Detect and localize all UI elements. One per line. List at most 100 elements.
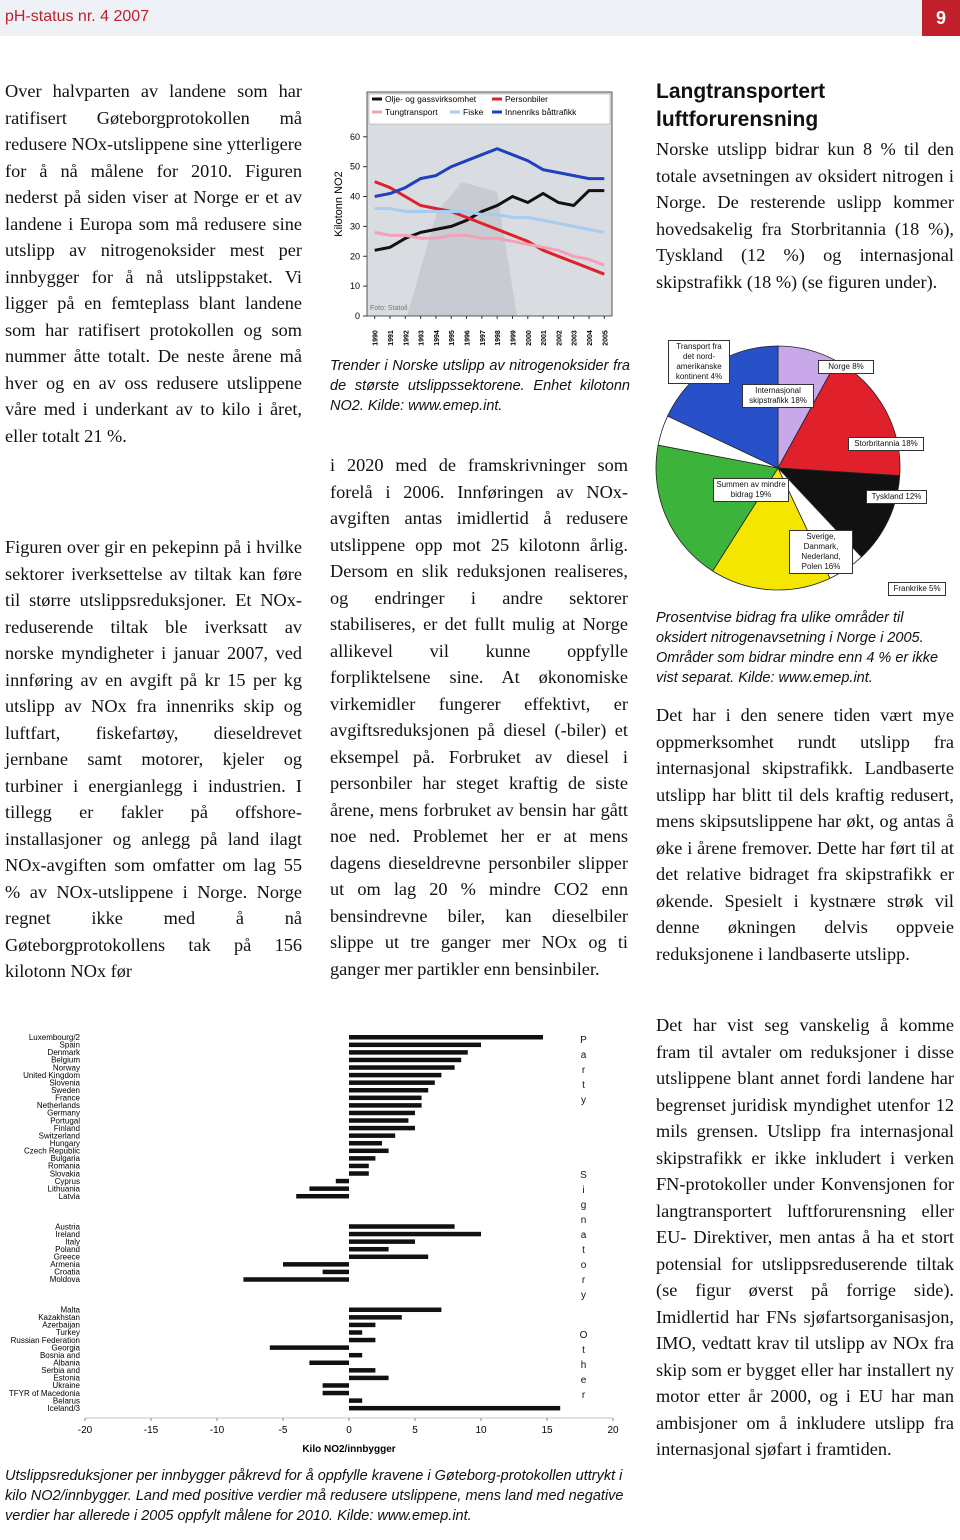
paragraph: Det har i den senere tiden vært mye oppm…: [656, 705, 954, 964]
bar: [349, 1080, 435, 1085]
caption: Trender i Norske utslipp av nitrogenoksi…: [330, 358, 630, 414]
bar: [349, 1322, 376, 1328]
bar: [349, 1125, 415, 1131]
category-label: Croatia: [54, 1268, 80, 1277]
bar: [322, 1383, 349, 1388]
category-label: Turkey: [56, 1328, 80, 1337]
y-tick-label: 40: [350, 192, 360, 202]
x-tick-label: 2003: [572, 330, 579, 346]
category-label: Moldova: [50, 1275, 81, 1284]
bar: [349, 1246, 389, 1252]
category-label: Luxembourg/2: [29, 1033, 81, 1042]
group-label: Signatory: [578, 1170, 589, 1305]
paragraph: Over halvparten av landene som har ratif…: [5, 81, 302, 446]
bar: [349, 1163, 369, 1169]
pie-label: Frankrike 5%: [888, 582, 946, 596]
bar: [283, 1262, 349, 1267]
category-label: Russian Federation: [11, 1336, 80, 1345]
header-band: [0, 0, 960, 36]
bar: [349, 1118, 409, 1123]
category-label: Georgia: [52, 1343, 81, 1352]
category-label: Malta: [60, 1306, 80, 1315]
bar: [349, 1050, 468, 1055]
caption: Utslippsreduksjoner per innbygger påkrev…: [5, 1468, 624, 1524]
bar: [243, 1277, 349, 1282]
y-tick-label: 20: [350, 251, 360, 261]
photo-credit: Foto: Statoil: [370, 305, 408, 312]
y-axis-label: Kilotonn NO2: [333, 171, 345, 236]
group-label: Other: [578, 1330, 589, 1405]
bar: [349, 1133, 396, 1138]
bar: [335, 1178, 349, 1184]
legend-box: [368, 93, 611, 125]
caption: Prosentvise bidrag fra ulike områder til…: [656, 610, 939, 686]
plot-frame: [366, 91, 613, 317]
legend-label: Olje- og gassvirksomhet: [385, 94, 477, 104]
legend-label: Personbiler: [505, 94, 548, 104]
pie-label: Storbritannia 18%: [848, 437, 924, 451]
bar: [269, 1345, 349, 1350]
bar: [349, 1148, 389, 1154]
category-label: Greece: [54, 1253, 81, 1262]
category-label: Sweden: [51, 1086, 80, 1095]
category-label: Serbia and: [41, 1366, 80, 1375]
x-tick-label: 1994: [434, 330, 441, 346]
group-label: Party: [578, 1035, 589, 1110]
category-label: Netherlands: [37, 1101, 80, 1110]
bar: [349, 1095, 422, 1101]
x-tick-label: 2000: [526, 330, 533, 346]
bar: [349, 1156, 376, 1161]
paragraph: i 2020 med de framskrivninger som forelå…: [330, 455, 628, 979]
bar: [349, 1042, 481, 1048]
category-label: Portugal: [50, 1116, 80, 1125]
x-axis-label: Kilo NO2/innbygger: [302, 1444, 395, 1455]
category-label: Spain: [60, 1041, 80, 1050]
category-label: Italy: [65, 1237, 80, 1246]
category-label: Hungary: [50, 1139, 80, 1148]
category-label: Germany: [47, 1109, 80, 1118]
bar: [296, 1193, 349, 1199]
category-label: Albania: [53, 1359, 80, 1368]
bar-chart: -20 -15 -10 -5 0 5 10 15 20 Kilo NO2/innbygger Lux…: [9, 1033, 619, 1455]
bar: [349, 1405, 561, 1411]
y-tick-label: 50: [350, 162, 360, 172]
bar: [349, 1398, 363, 1403]
x-tick-label: -20: [78, 1425, 93, 1436]
category-label: Bulgaria: [51, 1154, 81, 1163]
y-tick-label: 60: [350, 132, 360, 142]
bar: [349, 1368, 376, 1373]
bar: [349, 1330, 363, 1335]
x-tick-label: 1996: [465, 330, 472, 346]
publication: pH-status nr. 4 2007: [5, 8, 150, 25]
category-label: Lithuania: [48, 1184, 81, 1193]
category-label: Denmark: [48, 1048, 81, 1057]
x-tick-label: 1991: [388, 330, 395, 346]
pie-label: Tyskland 12%: [866, 490, 927, 504]
pie-label: Summen av mindre bidrag 19%: [713, 478, 789, 502]
bar: [349, 1352, 363, 1358]
x-tick-label: 1997: [480, 330, 487, 346]
bar: [349, 1110, 415, 1116]
y-tick-label: 0: [355, 311, 360, 321]
y-tick-label: 10: [350, 281, 360, 291]
x-tick-label: 1995: [449, 330, 456, 346]
pie-label: Norge 8%: [818, 360, 874, 374]
category-label: Poland: [55, 1245, 80, 1254]
bar: [349, 1224, 455, 1229]
category-label: Cyprus: [55, 1177, 80, 1186]
category-label: Estonia: [53, 1374, 80, 1383]
bar: [349, 1087, 429, 1093]
pie-slice: [655, 444, 779, 572]
series-line: [374, 230, 605, 267]
x-tick-label: 1998: [495, 330, 502, 346]
category-label: Slovenia: [49, 1078, 80, 1087]
category-label: Romania: [48, 1162, 81, 1171]
x-tick-label: -15: [144, 1425, 159, 1436]
category-label: Belgium: [51, 1056, 80, 1065]
y-tick-label: 30: [350, 221, 360, 231]
x-tick-label: 0: [346, 1425, 352, 1436]
x-tick-label: 1993: [419, 330, 426, 346]
category-label: Latvia: [59, 1192, 81, 1201]
pie-label: Sverige, Danmark, Nederland, Polen 16%: [789, 530, 853, 574]
